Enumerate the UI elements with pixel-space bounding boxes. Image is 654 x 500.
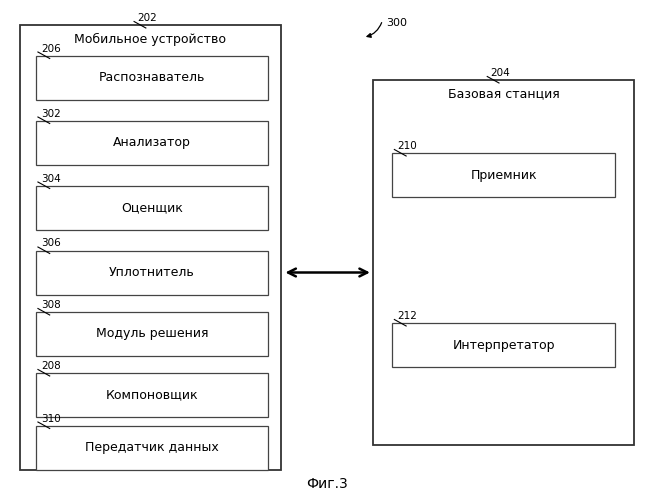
Bar: [36, 426, 268, 470]
Text: 304: 304: [41, 174, 61, 184]
Text: Мобильное устройство: Мобильное устройство: [75, 32, 226, 46]
Bar: [392, 153, 615, 197]
Bar: [36, 56, 268, 100]
Bar: [20, 25, 281, 470]
Text: 302: 302: [41, 108, 61, 118]
Text: Интерпретатор: Интерпретатор: [453, 338, 555, 351]
Text: Анализатор: Анализатор: [113, 136, 191, 149]
Text: Уплотнитель: Уплотнитель: [109, 266, 195, 279]
Text: 208: 208: [41, 361, 61, 371]
Text: Распознаватель: Распознаватель: [99, 71, 205, 84]
Text: Оценщик: Оценщик: [121, 201, 183, 214]
Bar: [36, 373, 268, 417]
Text: Базовая станция: Базовая станция: [448, 88, 559, 101]
Text: 306: 306: [41, 238, 61, 248]
Bar: [373, 80, 634, 445]
Bar: [392, 323, 615, 367]
Text: Компоновщик: Компоновщик: [106, 388, 198, 402]
Text: 300: 300: [386, 18, 407, 28]
Text: Приемник: Приемник: [470, 168, 537, 181]
Text: 308: 308: [41, 300, 61, 310]
Text: Передатчик данных: Передатчик данных: [85, 441, 219, 454]
Text: 204: 204: [490, 68, 510, 78]
Bar: [36, 186, 268, 230]
Text: 210: 210: [398, 141, 417, 151]
Text: Модуль решения: Модуль решения: [95, 328, 209, 340]
Text: Фиг.3: Фиг.3: [306, 477, 348, 491]
Bar: [36, 250, 268, 294]
Text: 206: 206: [41, 44, 61, 54]
Text: 212: 212: [398, 311, 417, 321]
Text: 202: 202: [137, 13, 157, 23]
Bar: [36, 312, 268, 356]
Bar: [36, 120, 268, 164]
Text: 310: 310: [41, 414, 61, 424]
